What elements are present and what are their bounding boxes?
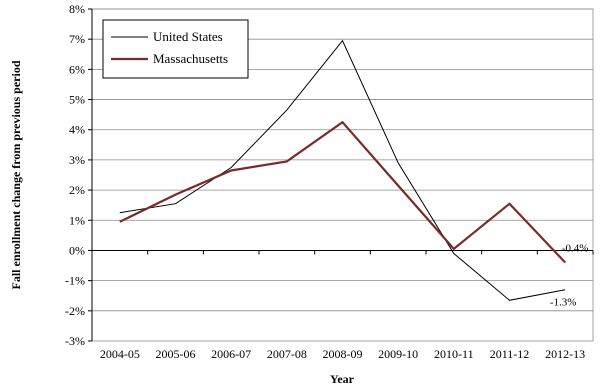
y-tick-label: -1% (65, 274, 85, 288)
plot-area (91, 8, 594, 342)
x-tick-label: 2011-12 (490, 347, 530, 361)
y-tick-label: 5% (69, 93, 85, 107)
annotations: -0.4% -1.3% (550, 243, 589, 309)
data-label: -0.4% (562, 243, 589, 255)
series-lines (119, 39, 566, 301)
y-tick-label: 0% (69, 243, 85, 257)
data-label: -1.3% (550, 297, 577, 309)
x-tick-label: 2007-08 (267, 347, 307, 361)
legend-label: United States (153, 29, 223, 44)
x-axis-title: Year (330, 372, 355, 386)
series-line-united-states (119, 39, 566, 301)
y-tick-label: 1% (69, 213, 85, 227)
y-tick-label: -2% (65, 304, 85, 318)
y-tick-label: 2% (69, 183, 85, 197)
y-tick-label: 6% (69, 62, 85, 76)
y-axis: -3% -2% -1% 0% 1% 2% 3% 4% 5% 6% 7% 8% (65, 2, 92, 348)
y-axis-title: Fall enrollment change from previous per… (9, 60, 23, 289)
y-tick-label: -3% (65, 334, 85, 348)
y-tick-label: 7% (69, 32, 85, 46)
x-tick-label: 2012-13 (545, 347, 585, 361)
y-tick-label: 4% (69, 123, 85, 137)
x-tick-label: 2010-11 (434, 347, 474, 361)
x-axis: 2004-05 2005-06 2006-07 2007-08 2008-09 2009-… (91, 250, 594, 361)
x-tick-label: 2006-07 (211, 347, 251, 361)
legend-box (102, 19, 249, 79)
x-tick-label: 2005-06 (156, 347, 196, 361)
series-line-massachusetts (119, 120, 566, 264)
y-tick-label: 3% (69, 153, 85, 167)
x-tick-label: 2004-05 (100, 347, 140, 361)
x-tick-label: 2009-10 (378, 347, 418, 361)
x-tick-label: 2008-09 (323, 347, 363, 361)
y-tick-label: 8% (69, 2, 85, 16)
legend: United States Massachusetts (102, 19, 249, 79)
legend-label: Massachusetts (153, 51, 228, 66)
